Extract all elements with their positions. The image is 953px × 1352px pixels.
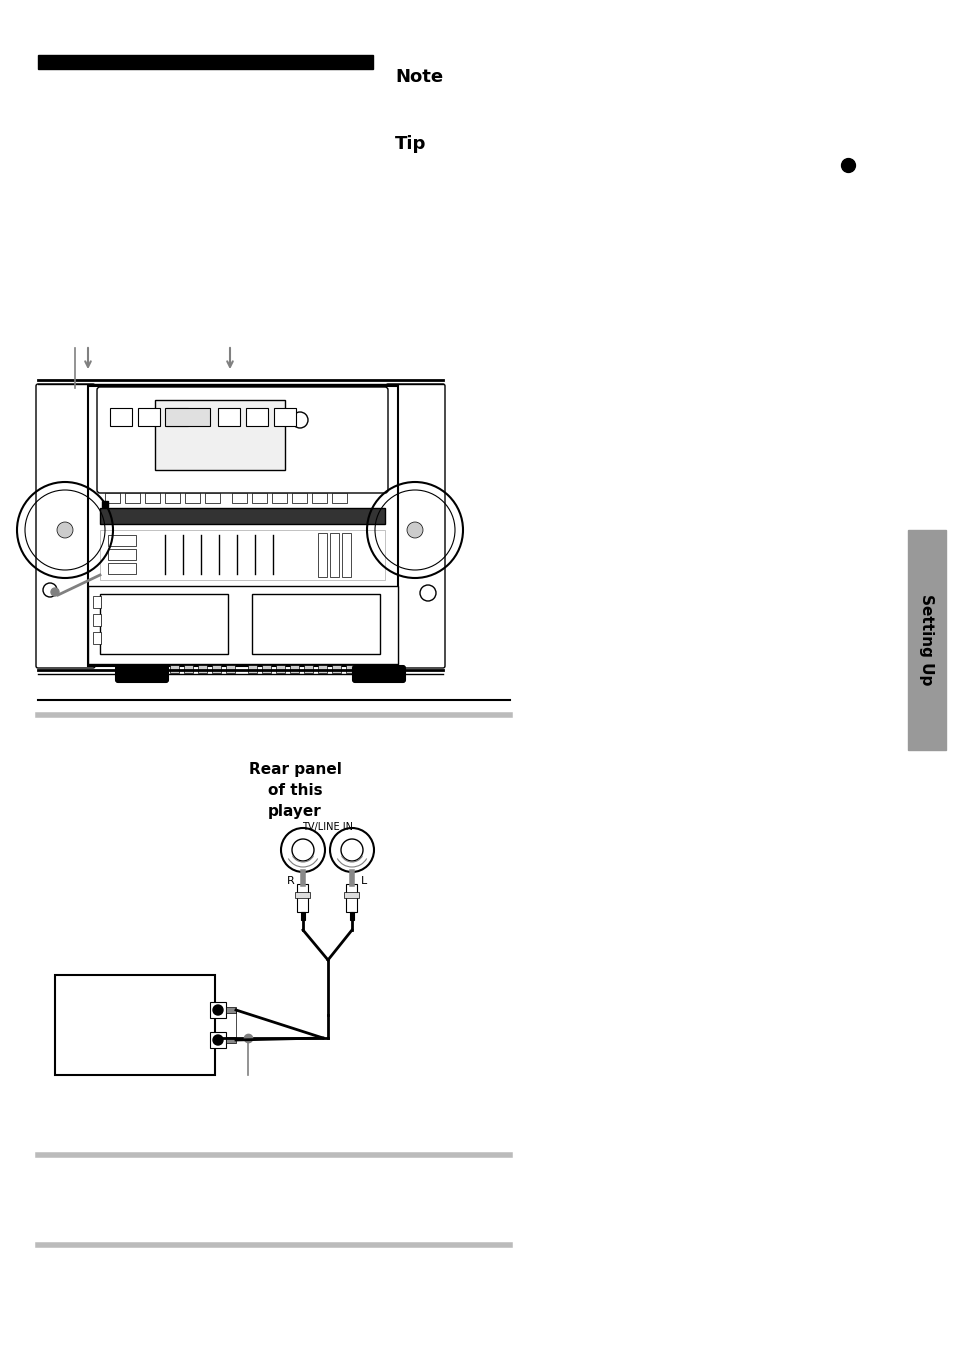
Bar [92,631,101,644]
Bar [290,665,298,673]
Bar [205,493,220,503]
Bar [292,493,307,503]
Bar [295,892,310,898]
Bar [92,596,101,608]
Bar [145,493,160,503]
Bar [128,665,137,673]
Bar [125,493,140,503]
Bar [330,533,338,577]
Bar [272,493,287,503]
Bar [350,913,354,919]
Bar [907,530,945,750]
Bar [100,508,385,525]
Bar [312,493,327,503]
Bar [165,408,210,426]
FancyBboxPatch shape [97,387,388,493]
Bar [332,665,340,673]
Bar [170,665,179,673]
Bar [110,408,132,426]
Text: TV/LINE IN: TV/LINE IN [302,822,354,831]
Text: Note: Note [395,68,442,87]
Bar [212,665,221,673]
FancyBboxPatch shape [36,384,95,668]
Bar [108,535,136,546]
Bar [100,530,385,580]
Bar [156,665,165,673]
Bar [198,665,207,673]
Bar [226,1037,235,1042]
Bar [55,975,214,1075]
FancyBboxPatch shape [353,667,405,681]
Bar [184,665,193,673]
Bar [226,1007,235,1013]
Circle shape [57,522,73,538]
Bar [262,665,271,673]
Bar [317,533,327,577]
Bar [108,562,136,575]
Bar [92,614,101,626]
Bar [246,408,268,426]
Bar [165,493,180,503]
Circle shape [213,1036,223,1045]
Text: L: L [360,876,367,886]
Bar [100,594,228,654]
Circle shape [51,588,59,596]
Bar [301,913,305,919]
Text: Rear panel
of this
player: Rear panel of this player [249,763,341,819]
Bar [252,594,379,654]
Bar [317,665,327,673]
Bar [346,665,355,673]
Bar [275,665,285,673]
Bar [142,665,151,673]
Bar [226,665,234,673]
Bar [138,408,160,426]
Bar [344,892,359,898]
Bar [218,408,240,426]
Bar [332,493,347,503]
Bar [88,585,397,664]
Bar [38,55,373,69]
Bar [248,665,256,673]
FancyBboxPatch shape [116,667,168,681]
Bar [154,400,285,470]
Bar [185,493,200,503]
Circle shape [213,1005,223,1015]
Bar [105,493,120,503]
Bar [210,1002,226,1018]
Text: Setting Up: Setting Up [919,595,934,685]
Bar [166,408,188,426]
Text: R: R [287,876,294,886]
Bar [252,493,267,503]
Circle shape [407,522,422,538]
Bar [297,884,308,913]
Bar [304,665,313,673]
Bar [341,533,351,577]
Bar [108,549,136,560]
Bar [210,1032,226,1048]
Bar [88,387,397,667]
Bar [346,884,357,913]
Text: Tip: Tip [395,135,426,153]
FancyBboxPatch shape [386,384,444,668]
Bar [274,408,295,426]
Bar [232,493,247,503]
